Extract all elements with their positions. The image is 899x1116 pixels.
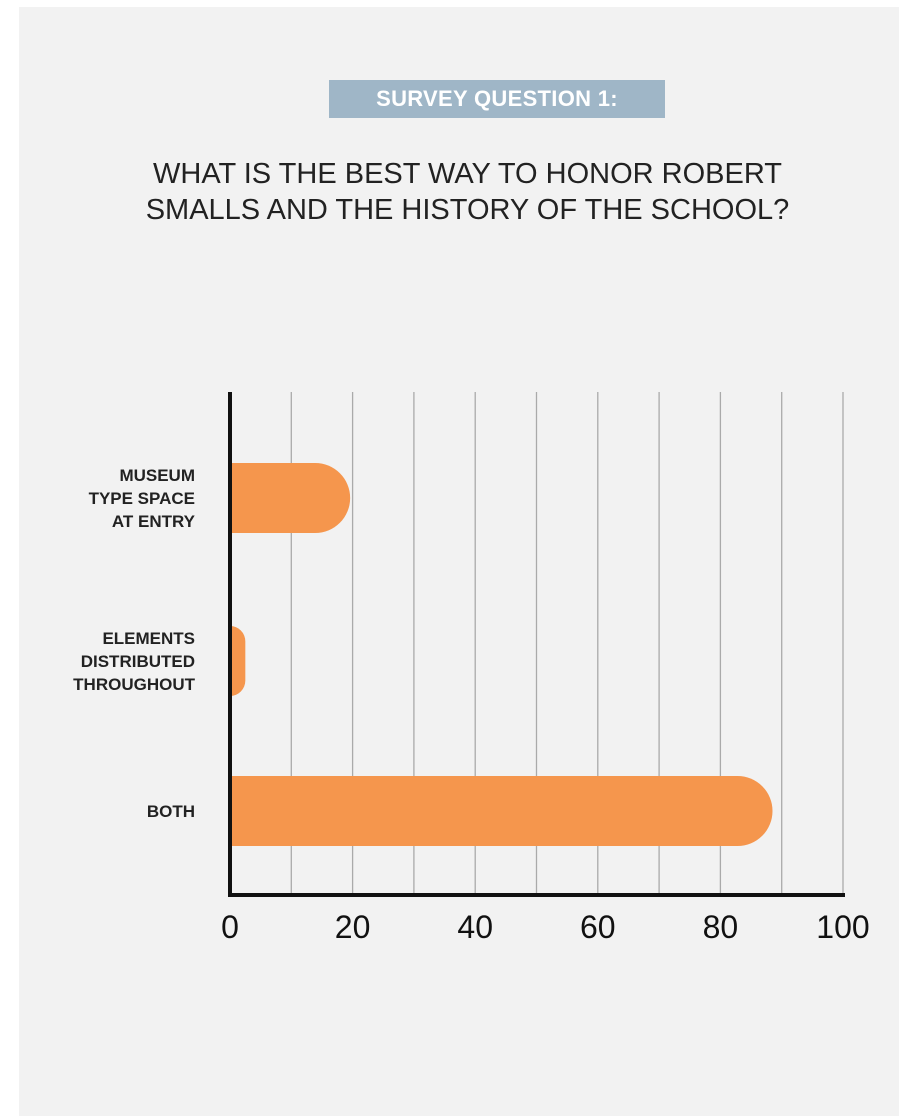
category-label: BOTH bbox=[147, 802, 195, 821]
category-labels: MUSEUM TYPE SPACE AT ENTRY ELEMENTS DISTRIBU… bbox=[73, 466, 195, 821]
category-label-line: AT ENTRY bbox=[112, 512, 196, 531]
chart-axes bbox=[228, 392, 845, 897]
bar bbox=[230, 776, 773, 846]
category-label-line: BOTH bbox=[147, 802, 195, 821]
category-label-line: THROUGHOUT bbox=[73, 675, 195, 694]
question-title: WHAT IS THE BEST WAY TO HONOR ROBERT SMA… bbox=[100, 156, 835, 228]
bar bbox=[230, 626, 246, 696]
question-line-2: SMALLS AND THE HISTORY OF THE SCHOOL? bbox=[145, 194, 790, 226]
x-tick-label: 20 bbox=[335, 909, 371, 945]
x-tick-label: 100 bbox=[816, 909, 869, 945]
category-label-line: TYPE SPACE bbox=[89, 489, 195, 508]
chart-bars bbox=[230, 463, 773, 846]
x-tick-label: 60 bbox=[580, 909, 616, 945]
category-label-line: ELEMENTS bbox=[102, 629, 195, 648]
survey-question-badge: SURVEY QUESTION 1: bbox=[329, 80, 665, 118]
category-label: ELEMENTS DISTRIBUTED THROUGHOUT bbox=[73, 629, 195, 694]
background-panel bbox=[19, 7, 899, 1116]
question-line-1: WHAT IS THE BEST WAY TO HONOR ROBERT bbox=[153, 158, 782, 190]
category-label-line: MUSEUM bbox=[119, 466, 195, 485]
bar bbox=[230, 463, 351, 533]
category-label: MUSEUM TYPE SPACE AT ENTRY bbox=[89, 466, 196, 531]
x-tick-label: 40 bbox=[457, 909, 493, 945]
category-label-line: DISTRIBUTED bbox=[81, 652, 195, 671]
x-tick-labels: 0 20 40 60 80 100 bbox=[221, 909, 870, 945]
x-tick-label: 80 bbox=[703, 909, 739, 945]
x-tick-label: 0 bbox=[221, 909, 239, 945]
